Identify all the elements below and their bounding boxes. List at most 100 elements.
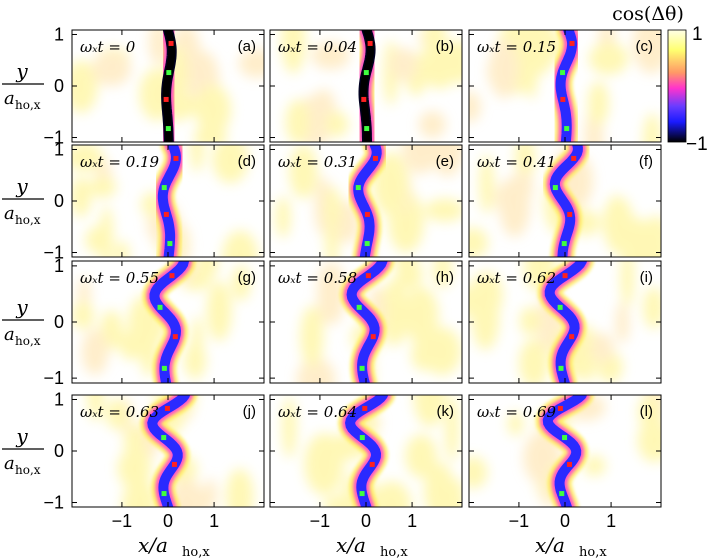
panel-letter: (i) xyxy=(640,269,653,286)
x-tick-label: 1 xyxy=(407,511,417,531)
vortex-marker xyxy=(569,40,575,46)
time-label: ωₓt = 0.64 xyxy=(278,403,357,421)
panel-letter: (a) xyxy=(238,38,256,55)
time-label: ωₓt = 0.58 xyxy=(278,269,357,287)
vortex-markers xyxy=(557,405,572,497)
vortex-line xyxy=(537,261,594,383)
vortex-line xyxy=(142,261,196,383)
vortex-markers xyxy=(560,40,575,132)
vortex-marker xyxy=(370,334,376,340)
y-tick-label: −1 xyxy=(43,243,64,263)
vortex-marker xyxy=(560,70,566,76)
time-label: ωₓt = 0.19 xyxy=(80,153,160,171)
y-axis-label-denominator: a xyxy=(4,324,15,345)
density-ripples xyxy=(72,261,251,381)
x-tick-label: 0 xyxy=(361,511,371,531)
panel-l: ωₓt = 0.69 (l) xyxy=(468,394,662,508)
vortex-marker xyxy=(161,435,167,441)
x-tick-label: 0 xyxy=(560,511,570,531)
vortex-marker xyxy=(161,185,167,191)
density-ripples xyxy=(275,145,462,257)
x-tick-label: −1 xyxy=(310,511,331,531)
vortex-marker xyxy=(562,435,568,441)
vortex-marker xyxy=(163,96,169,102)
vortex-marker xyxy=(557,304,563,310)
vortex-markers xyxy=(163,40,174,132)
vortex-markers xyxy=(356,273,376,371)
vortex-marker xyxy=(167,241,173,247)
y-tick-label: 0 xyxy=(54,441,64,461)
panel-d: ωₓt = 0.19 (d) xyxy=(71,144,265,258)
y-axis-label-numerator: y xyxy=(15,174,28,198)
y-axis-label-subscript: ho,x xyxy=(15,213,41,227)
vortex-marker xyxy=(359,365,365,371)
x-axis-label: x/a xyxy=(138,533,168,557)
vortex-marker xyxy=(365,273,371,279)
y-axis-label-subscript: ho,x xyxy=(15,98,41,112)
vortex-marker xyxy=(166,70,172,76)
vortex-marker xyxy=(561,241,567,247)
density-ripples xyxy=(469,145,661,257)
vortex-marker xyxy=(359,491,365,497)
panel-letter: (f) xyxy=(639,153,653,170)
panel-letter: (c) xyxy=(636,38,654,55)
colorbar-gradient xyxy=(667,29,687,143)
y-tick-label: 0 xyxy=(54,312,64,332)
vortex-marker xyxy=(552,185,558,191)
panel-letter: (d) xyxy=(238,153,256,170)
x-axis-label-subscript: ho,x xyxy=(579,545,607,558)
y-axis-label-numerator: y xyxy=(15,59,28,83)
panel-e: ωₓt = 0.31 (e) xyxy=(269,144,463,258)
vortex-marker xyxy=(161,365,167,371)
vortex-marker xyxy=(372,155,378,161)
time-label: ωₓt = 0.69 xyxy=(477,403,557,421)
vortex-marker xyxy=(355,185,361,191)
vortex-line xyxy=(150,145,188,257)
vortex-line xyxy=(337,395,395,507)
panel-j: ωₓt = 0.63 (j) xyxy=(71,394,265,508)
panel-letter: (j) xyxy=(243,403,256,420)
panel-letter: (b) xyxy=(436,38,454,55)
colorbar-tick-bottom: −1 xyxy=(686,134,708,155)
x-axis-label-subscript: ho,x xyxy=(182,545,210,558)
vortex-marker xyxy=(363,70,369,76)
vortex-markers xyxy=(157,273,178,371)
panel-c: ωₓt = 0.15 (c) xyxy=(468,29,662,143)
vortex-markers xyxy=(557,273,575,371)
vortex-marker xyxy=(369,461,375,467)
vortex-marker xyxy=(157,304,163,310)
y-axis-label-subscript: ho,x xyxy=(15,463,41,477)
vortex-markers xyxy=(552,155,577,247)
panel-letter: (l) xyxy=(640,403,653,420)
vortex-marker xyxy=(557,405,563,411)
colorbar-title: cos(Δθ) xyxy=(612,3,684,25)
x-axis-label: x/a xyxy=(336,533,366,557)
panel-k: ωₓt = 0.64 (k) xyxy=(269,394,463,508)
vortex-marker xyxy=(172,334,178,340)
panel-letter: (k) xyxy=(437,403,455,420)
vortex-line xyxy=(140,395,197,507)
y-tick-label: 1 xyxy=(54,139,64,159)
vortex-marker xyxy=(171,461,177,467)
time-label: ωₓt = 0.63 xyxy=(80,403,159,421)
vortex-line xyxy=(346,145,389,257)
colorbar: cos(Δθ) 1 −1 xyxy=(612,3,708,155)
panel-g: ωₓt = 0.55 (g) xyxy=(71,260,265,384)
vortex-line xyxy=(351,30,383,142)
vortex-markers xyxy=(161,405,177,497)
time-label: ωₓt = 0.62 xyxy=(477,269,556,287)
y-axis-label-numerator: y xyxy=(15,295,28,319)
vortex-line xyxy=(154,30,184,142)
time-label: ωₓt = 0.55 xyxy=(80,269,159,287)
vortex-marker xyxy=(364,211,370,217)
y-axis-label-denominator: a xyxy=(4,203,15,224)
vortex-marker xyxy=(566,461,572,467)
panel-i: ωₓt = 0.62 (i) xyxy=(468,260,662,384)
x-axis-labels: −1 0 1 x/a ho,x −1 0 1 x/a ho,x −1 0 1 x/a ho,x xyxy=(112,511,616,558)
vortex-line xyxy=(548,30,585,142)
vortex-marker xyxy=(567,211,573,217)
x-tick-label: 1 xyxy=(209,511,219,531)
vortex-marker xyxy=(356,304,362,310)
y-tick-label: −1 xyxy=(43,368,64,388)
